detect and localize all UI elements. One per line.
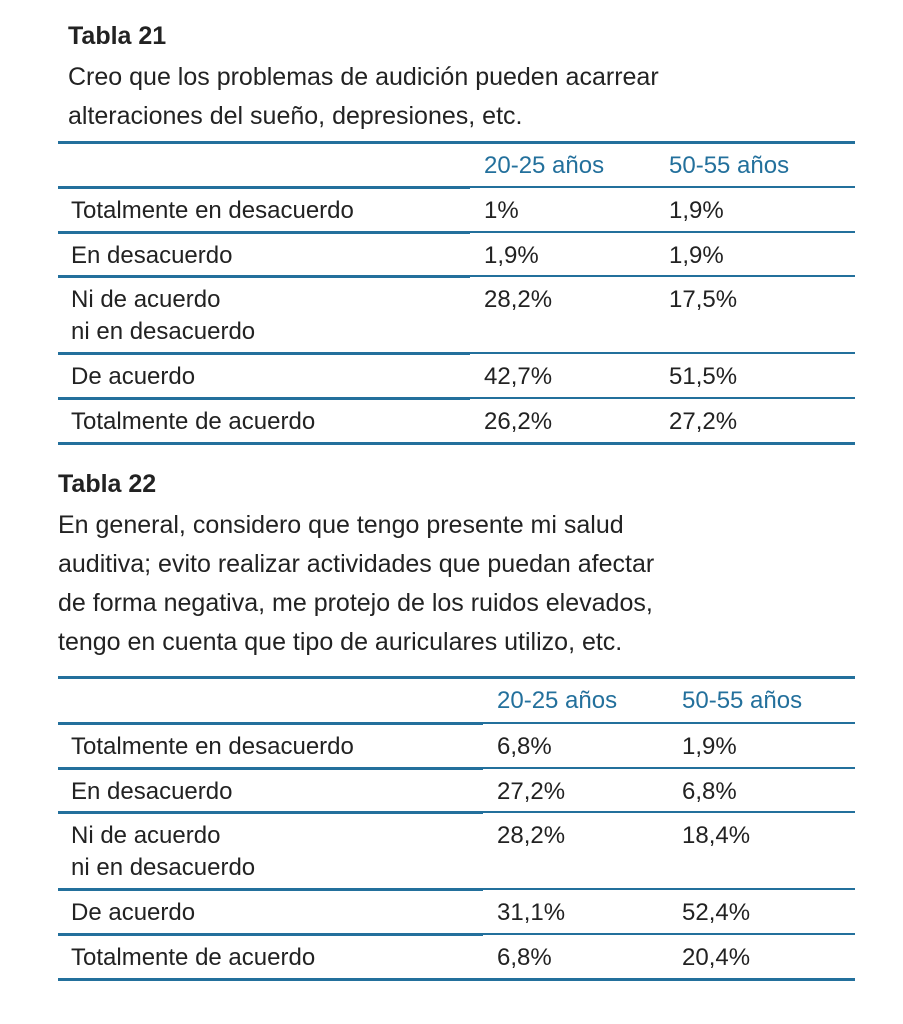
table-row: Totalmente en desacuerdo 1% 1,9% xyxy=(58,189,855,231)
value-20-25: 27,2% xyxy=(497,778,566,805)
row-rule xyxy=(483,978,855,981)
row-label: Ni de acuerdo ni en desacuerdo xyxy=(71,820,255,884)
value-20-25: 1% xyxy=(484,197,519,224)
row-rule xyxy=(470,186,855,188)
row-label-line: ni en desacuerdo xyxy=(71,854,256,881)
row-label: De acuerdo xyxy=(71,361,195,393)
column-header: 20-25 años xyxy=(484,152,605,179)
value-50-55: 17,5% xyxy=(669,286,738,313)
row-label: Totalmente de acuerdo xyxy=(71,406,315,438)
table-title: Tabla 22 xyxy=(58,470,157,498)
table-row: Totalmente de acuerdo 26,2% 27,2% xyxy=(58,400,855,442)
table-row: Ni de acuerdo ni en desacuerdo 28,2% 17,5% xyxy=(58,278,855,352)
table-title: Tabla 21 xyxy=(68,22,167,50)
row-label-line: ni en desacuerdo xyxy=(71,318,256,345)
row-label-line: Totalmente en desacuerdo xyxy=(71,733,354,760)
value-50-55: 18,4% xyxy=(682,822,751,849)
row-label: En desacuerdo xyxy=(71,240,232,272)
table-row: En desacuerdo 27,2% 6,8% xyxy=(58,770,855,811)
value-20-25: 6,8% xyxy=(497,944,552,971)
row-rule xyxy=(470,397,855,399)
table-question-line: de forma negativa, me protejo de los rui… xyxy=(58,589,653,617)
row-label: Totalmente de acuerdo xyxy=(71,942,315,974)
value-50-55: 51,5% xyxy=(669,363,738,390)
value-20-25: 31,1% xyxy=(497,899,566,926)
row-label: Totalmente en desacuerdo xyxy=(71,731,354,763)
row-label-line: Ni de acuerdo xyxy=(71,286,221,313)
row-rule xyxy=(470,275,855,277)
row-rule xyxy=(58,888,483,891)
row-rule xyxy=(483,767,855,769)
table-row: En desacuerdo 1,9% 1,9% xyxy=(58,234,855,275)
value-50-55: 6,8% xyxy=(682,778,737,805)
row-rule xyxy=(58,978,483,981)
row-rule xyxy=(483,933,855,935)
column-header: 50-55 años xyxy=(669,152,790,179)
value-50-55: 1,9% xyxy=(669,242,724,269)
value-50-55: 52,4% xyxy=(682,899,751,926)
value-20-25: 1,9% xyxy=(484,242,539,269)
table-question-line: En general, considero que tengo presente… xyxy=(58,511,624,539)
row-rule xyxy=(58,352,470,355)
row-rule xyxy=(58,397,470,400)
row-label-line: En desacuerdo xyxy=(71,242,233,269)
row-label-line: Totalmente de acuerdo xyxy=(71,408,316,435)
row-rule xyxy=(58,275,470,278)
row-label-line: En desacuerdo xyxy=(71,778,233,805)
row-rule xyxy=(58,722,483,725)
row-rule xyxy=(58,933,483,936)
data-table: 20-25 años 50-55 años Totalmente en desacu… xyxy=(58,141,855,445)
value-50-55: 1,9% xyxy=(682,733,737,760)
value-20-25: 6,8% xyxy=(497,733,552,760)
row-rule xyxy=(58,231,470,234)
row-label: Totalmente en desacuerdo xyxy=(71,195,354,227)
value-50-55: 20,4% xyxy=(682,944,751,971)
value-50-55: 1,9% xyxy=(669,197,724,224)
value-20-25: 28,2% xyxy=(484,286,553,313)
table-row: De acuerdo 31,1% 52,4% xyxy=(58,891,855,933)
table-row: Totalmente en desacuerdo 6,8% 1,9% xyxy=(58,725,855,767)
row-label: Ni de acuerdo ni en desacuerdo xyxy=(71,284,255,348)
value-20-25: 26,2% xyxy=(484,408,553,435)
value-50-55: 27,2% xyxy=(669,408,738,435)
table-question-line: tengo en cuenta que tipo de auriculares … xyxy=(58,628,623,656)
row-label: En desacuerdo xyxy=(71,776,232,808)
table-question-line: Creo que los problemas de audición puede… xyxy=(68,63,659,91)
table-top-rule xyxy=(58,141,855,144)
value-20-25: 42,7% xyxy=(484,363,553,390)
row-label: De acuerdo xyxy=(71,897,195,929)
row-label-line: Ni de acuerdo xyxy=(71,822,221,849)
table-row: De acuerdo 42,7% 51,5% xyxy=(58,355,855,397)
row-rule xyxy=(483,811,855,813)
column-header: 20-25 años xyxy=(497,687,618,714)
table-question-line: alteraciones del sueño, depresiones, etc… xyxy=(68,102,523,130)
row-rule xyxy=(470,231,855,233)
row-label-line: Totalmente en desacuerdo xyxy=(71,197,354,224)
table-top-rule xyxy=(58,676,855,679)
table-row: Totalmente de acuerdo 6,8% 20,4% xyxy=(58,936,855,978)
row-rule xyxy=(58,811,483,814)
row-rule xyxy=(470,442,855,445)
value-20-25: 28,2% xyxy=(497,822,566,849)
column-header: 50-55 años xyxy=(682,687,803,714)
row-rule xyxy=(483,722,855,724)
table-row: Ni de acuerdo ni en desacuerdo 28,2% 18,4% xyxy=(58,814,855,888)
data-table: 20-25 años 50-55 años Totalmente en desacu… xyxy=(58,676,855,981)
row-rule xyxy=(58,767,483,770)
row-label-line: De acuerdo xyxy=(71,899,196,926)
row-label-line: De acuerdo xyxy=(71,363,196,390)
row-rule xyxy=(58,442,470,445)
row-rule xyxy=(470,352,855,354)
row-rule xyxy=(58,186,470,189)
row-label-line: Totalmente de acuerdo xyxy=(71,944,316,971)
table-question-line: auditiva; evito realizar actividades que… xyxy=(58,550,655,578)
row-rule xyxy=(483,888,855,890)
